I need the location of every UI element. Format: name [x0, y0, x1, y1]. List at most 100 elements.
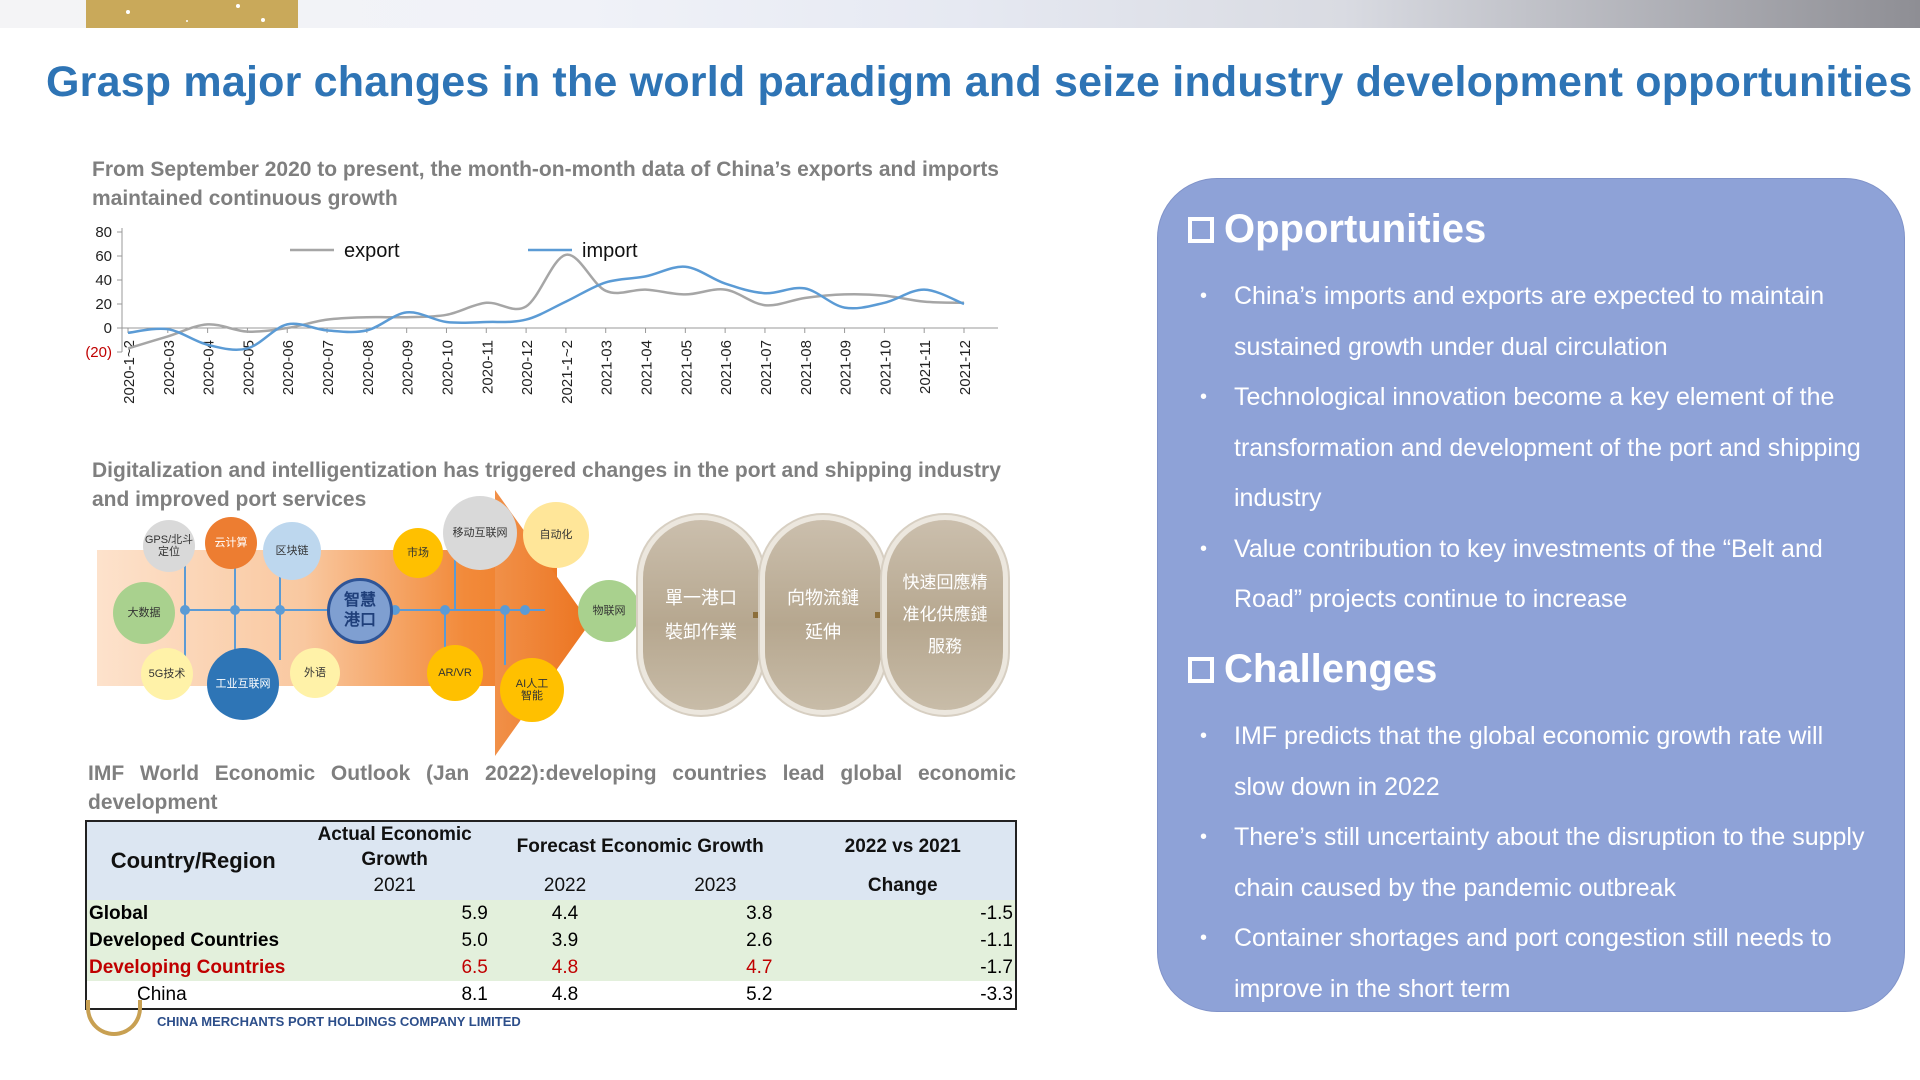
x-tick-label: 2021-09 — [838, 340, 855, 395]
node-5g: 5G技术 — [141, 648, 193, 700]
node-bigdata: 大数据 — [113, 582, 175, 644]
x-tick-label: 2020-04 — [201, 340, 218, 395]
th-2021: 2021 — [299, 872, 490, 900]
table-row: China 8.1 4.8 5.2 -3.3 — [86, 981, 1016, 1009]
table-row: Developing Countries 6.5 4.8 4.7 -1.7 — [86, 954, 1016, 981]
node-industrial-internet: 工业互联网 — [207, 648, 279, 720]
cell-2022: 4.4 — [551, 902, 579, 924]
list-item: China’s imports and exports are expected… — [1178, 271, 1878, 372]
node-blockchain: 区块链 — [263, 522, 321, 580]
node-language: 外语 — [290, 648, 340, 698]
challenges-title: Challenges — [1224, 647, 1438, 691]
page-title: Grasp major changes in the world paradig… — [46, 58, 1913, 106]
cell-2023: 3.8 — [746, 902, 773, 924]
node-mobile-internet: 移动互联网 — [443, 496, 517, 570]
cell-2023: 5.2 — [746, 983, 773, 1005]
node-smart-port: 智慧港口 — [327, 578, 393, 644]
opportunities-title: Opportunities — [1224, 207, 1487, 251]
cell-2023: 2.6 — [746, 929, 773, 951]
row-name: Developing Countries — [89, 956, 286, 978]
x-tick-label: 2021-04 — [639, 340, 656, 395]
x-tick-label: 2020-07 — [320, 340, 337, 395]
cell-2021: 5.0 — [461, 929, 488, 951]
x-tick-label: 2021-08 — [798, 340, 815, 395]
node-gps: GPS/北斗定位 — [143, 520, 195, 572]
row-name: Global — [89, 902, 149, 924]
list-item: IMF predicts that the global economic gr… — [1178, 711, 1878, 812]
x-tick-label: 2021-1~2 — [559, 340, 576, 404]
list-item: Value contribution to key investments of… — [1178, 524, 1878, 625]
node-ai: AI人工智能 — [500, 658, 564, 722]
opportunities-list: China’s imports and exports are expected… — [1178, 271, 1878, 625]
x-tick-label: 2021-12 — [957, 340, 974, 395]
cell-change: -1.1 — [980, 929, 1013, 951]
cell-2022: 3.9 — [551, 929, 579, 951]
x-tick-label: 2021-06 — [718, 340, 735, 395]
checkbox-square-icon — [1188, 656, 1214, 683]
row-name: China — [137, 983, 187, 1005]
x-tick-label: 2021-11 — [917, 340, 934, 394]
x-tick-label: 2020-05 — [240, 340, 257, 395]
y-tick-label: 20 — [95, 296, 112, 313]
smart-port-diagram: GPS/北斗定位 云计算 区块链 大数据 5G技术 工业互联网 外语 智慧港口 … — [95, 490, 1035, 760]
trade-line-chart: 80 60 40 20 0 (20) 2020-1~2 2020-03 2020-04 2020-… — [85, 224, 998, 404]
x-tick-label: 2020-09 — [400, 340, 417, 395]
cell-2022: 4.8 — [551, 983, 579, 1005]
x-tick-label: 2020-06 — [280, 340, 297, 395]
table-row: Global 5.9 4.4 3.8 -1.5 — [86, 900, 1016, 927]
th-2023: 2023 — [640, 872, 791, 900]
cell-2021: 8.1 — [461, 983, 488, 1005]
legend-label-import: import — [582, 240, 638, 262]
series-line-export — [127, 253, 965, 350]
x-tick-label: 2021-05 — [678, 340, 695, 395]
series-line-import — [127, 265, 965, 351]
x-tick-label: 2020-10 — [439, 340, 456, 395]
node-market: 市场 — [393, 528, 443, 578]
cell-2021: 5.9 — [461, 902, 488, 924]
cell-change: -3.3 — [980, 983, 1013, 1005]
pill-supply-chain-service: 快速回應精准化供應鏈服務 — [887, 520, 1003, 710]
table-row: Developed Countries 5.0 3.9 2.6 -1.1 — [86, 927, 1016, 954]
node-automation: 自动化 — [523, 502, 589, 568]
cell-2022: 4.8 — [551, 956, 579, 978]
table-section-title: IMF World Economic Outlook (Jan 2022):de… — [88, 762, 1016, 814]
diagram-section-title: Digitalization and intelligentization ha… — [92, 459, 1001, 511]
cell-2023: 4.7 — [746, 956, 773, 978]
top-banner — [0, 0, 1920, 28]
pill-single-port: 單一港口裝卸作業 — [643, 520, 759, 710]
list-item: Technological innovation become a key el… — [1178, 372, 1878, 524]
company-logo — [86, 1000, 142, 1036]
list-item: Container shortages and port congestion … — [1178, 913, 1878, 1014]
x-tick-label: 2020-12 — [519, 340, 536, 395]
x-tick-label: 2021-10 — [877, 340, 894, 395]
banner-gold-block — [86, 0, 298, 28]
th-region: Country/Region — [86, 821, 300, 900]
y-tick-label: 80 — [95, 224, 112, 241]
challenges-heading: Challenges — [1188, 647, 1437, 692]
y-tick-label: 0 — [104, 320, 112, 337]
node-arvr: AR/VR — [427, 645, 483, 701]
th-vs: 2022 vs 2021 — [790, 821, 1016, 872]
row-name: Developed Countries — [89, 929, 280, 951]
imf-growth-table: Country/Region Actual Economic Growth Fo… — [85, 820, 1017, 1010]
chart-section-title: From September 2020 to present, the mont… — [92, 158, 999, 210]
list-item: There’s still uncertainty about the disr… — [1178, 812, 1878, 913]
opportunities-challenges-panel: Opportunities China’s imports and export… — [1157, 178, 1905, 1012]
cell-change: -1.5 — [980, 902, 1013, 924]
cell-2021: 6.5 — [461, 956, 488, 978]
th-2022: 2022 — [489, 872, 641, 900]
x-tick-label: 2020-11 — [479, 340, 496, 394]
footer-company-name: CHINA MERCHANTS PORT HOLDINGS COMPANY LI… — [157, 1014, 521, 1029]
th-actual: Actual Economic Growth — [299, 821, 490, 872]
x-tick-label: 2021-03 — [599, 340, 616, 395]
checkbox-square-icon — [1188, 216, 1214, 243]
node-iot: 物联网 — [578, 580, 640, 642]
opportunities-heading: Opportunities — [1188, 207, 1486, 252]
x-tick-label: 2020-03 — [161, 340, 178, 395]
th-change: Change — [790, 872, 1016, 900]
x-tick-label: 2020-08 — [360, 340, 377, 395]
y-tick-label: 40 — [95, 272, 112, 289]
challenges-list: IMF predicts that the global economic gr… — [1178, 711, 1878, 1014]
legend-label-export: export — [344, 240, 400, 262]
node-cloud: 云计算 — [205, 517, 257, 569]
